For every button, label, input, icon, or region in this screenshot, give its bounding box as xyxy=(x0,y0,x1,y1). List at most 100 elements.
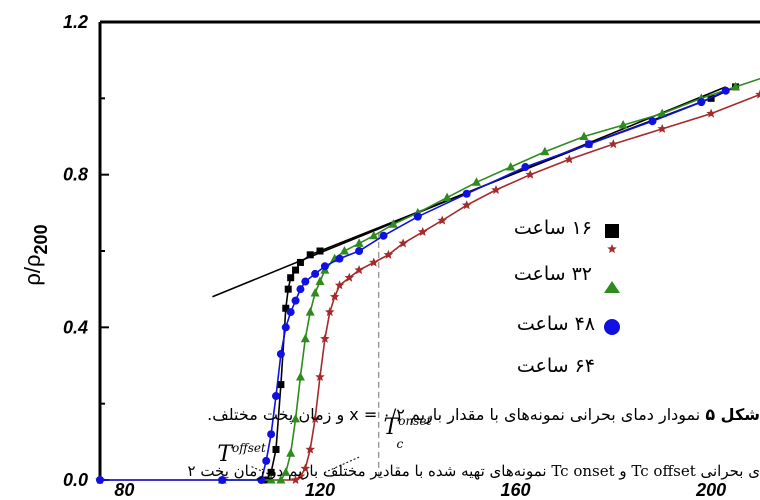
series-line xyxy=(222,77,760,481)
legend-marker xyxy=(605,224,619,238)
data-point xyxy=(276,475,286,484)
data-point xyxy=(315,371,325,381)
data-point xyxy=(584,140,593,149)
legend-marker xyxy=(604,281,620,293)
data-point xyxy=(310,287,320,297)
legend-label-48h: ۴۸ ساعت xyxy=(516,313,595,335)
legend-label-64h: ۶۴ ساعت xyxy=(516,355,595,377)
data-point xyxy=(491,184,501,194)
data-point xyxy=(648,117,657,126)
data-point xyxy=(311,269,320,278)
data-point xyxy=(296,258,304,266)
data-point xyxy=(305,307,315,316)
data-point xyxy=(398,238,408,248)
data-point xyxy=(272,445,280,453)
data-point xyxy=(325,307,335,317)
data-point xyxy=(731,81,741,91)
data-point xyxy=(316,247,324,255)
data-point xyxy=(657,123,667,133)
data-point xyxy=(388,219,398,228)
body-text-line: ی بحرانی Tc offset و Tc onset نمونه‌های … xyxy=(187,462,760,480)
legend-label-16h: ۱۶ ساعت xyxy=(513,217,592,239)
figure-caption: شکل ۵ نمودار دمای بحرانی نمونه‌های با مق… xyxy=(207,405,760,424)
data-point xyxy=(320,262,329,271)
data-point xyxy=(417,226,428,236)
data-point xyxy=(354,238,364,247)
data-point xyxy=(697,98,706,107)
data-point xyxy=(618,120,628,129)
data-point xyxy=(564,154,575,164)
data-point xyxy=(305,444,315,454)
data-point xyxy=(262,456,271,465)
data-point xyxy=(706,108,716,118)
data-point xyxy=(354,265,364,275)
data-point xyxy=(369,230,379,240)
data-point xyxy=(379,231,388,240)
data-point xyxy=(413,212,422,221)
data-point xyxy=(257,476,266,484)
data-point xyxy=(295,471,306,481)
data-point xyxy=(320,333,330,343)
data-point xyxy=(286,448,296,457)
data-point xyxy=(506,162,516,171)
data-point xyxy=(266,475,276,484)
data-point xyxy=(437,215,447,225)
data-point xyxy=(267,468,275,476)
data-point xyxy=(296,285,305,294)
data-point xyxy=(282,304,290,312)
x-tick-label: 120 xyxy=(305,480,335,500)
annotation-subscript: c xyxy=(397,437,404,451)
data-point xyxy=(292,266,300,274)
data-point xyxy=(277,381,285,389)
data-point xyxy=(462,189,471,198)
data-point xyxy=(344,272,355,282)
data-point xyxy=(281,323,290,332)
series-line xyxy=(100,89,727,481)
data-point xyxy=(461,200,472,210)
data-point xyxy=(383,249,394,259)
data-point xyxy=(540,146,550,156)
data-point xyxy=(525,169,535,179)
data-point xyxy=(267,430,276,439)
data-point xyxy=(442,192,452,202)
series-64h xyxy=(96,86,730,484)
y-tick-label: 1.2 xyxy=(63,12,88,32)
data-point xyxy=(329,291,340,301)
x-tick-label: 160 xyxy=(501,480,531,500)
data-point xyxy=(291,296,300,305)
data-point xyxy=(608,139,619,149)
data-point xyxy=(471,177,481,186)
data-point xyxy=(300,333,310,343)
annotation-t-onset: Tonset xyxy=(384,414,432,440)
data-point xyxy=(218,476,227,484)
data-point xyxy=(310,413,320,423)
data-point xyxy=(721,86,730,95)
y-tick-label: 0.8 xyxy=(63,165,88,185)
data-point xyxy=(334,280,345,290)
annotation-t-offset: Toffset xyxy=(217,441,266,467)
caption-figure-number: شکل ۵ xyxy=(705,405,760,424)
legend-markers xyxy=(604,224,620,335)
data-point xyxy=(369,257,379,267)
data-point xyxy=(306,251,314,259)
data-point xyxy=(272,392,280,401)
data-point xyxy=(355,247,364,255)
legend-label-32h: ۳۲ ساعت xyxy=(513,263,592,285)
data-point xyxy=(300,463,311,473)
y-axis-label: ρ/ρ200 xyxy=(20,224,51,285)
data-point xyxy=(284,285,292,293)
x-tick-label: 200 xyxy=(695,480,726,500)
data-point xyxy=(607,244,617,253)
y-ticks: 0.0 0.4 0.8 1.2 xyxy=(63,12,109,490)
legend-marker xyxy=(604,319,620,335)
data-point xyxy=(291,413,301,423)
data-point xyxy=(276,350,285,359)
data-point xyxy=(335,254,344,263)
data-point xyxy=(301,277,310,286)
caption-text: نمودار دمای بحرانی نمونه‌های با مقدار با… xyxy=(207,405,706,424)
data-point xyxy=(339,246,349,255)
series-16h xyxy=(262,83,740,484)
data-point xyxy=(96,476,104,484)
